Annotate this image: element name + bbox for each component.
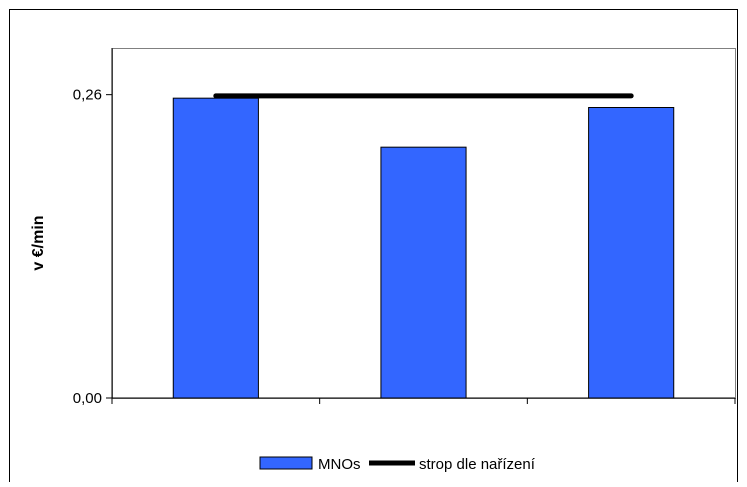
legend-swatch-mnos (259, 456, 313, 470)
bar-mnos-2 (380, 146, 467, 399)
y-axis-title: v €/min (30, 215, 47, 270)
bar-mnos-1 (172, 97, 259, 399)
y-tick-label-0: 0,00 (73, 390, 102, 407)
bar-mnos-3 (588, 107, 675, 399)
axes-layer: 0,00 0,26 (73, 48, 736, 407)
y-tick-label-1: 0,26 (73, 87, 102, 104)
legend: MNOs strop dle nařízení (259, 456, 536, 473)
legend-label-mnos: MNOs (318, 456, 361, 473)
legend-label-strop: strop dle nařízení (419, 456, 536, 473)
